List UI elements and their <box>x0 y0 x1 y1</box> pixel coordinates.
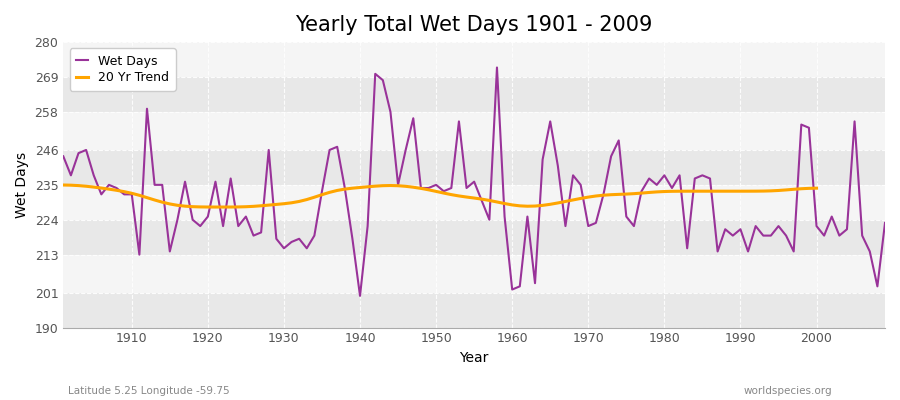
Wet Days <box>119 192 130 197</box>
20 Yr Trend <box>218 205 229 210</box>
20 Yr Trend <box>240 204 251 209</box>
20 Yr Trend <box>758 189 769 194</box>
20 Yr Trend <box>202 205 213 210</box>
Line: Wet Days: Wet Days <box>63 68 885 296</box>
Wet Days <box>879 220 890 225</box>
Bar <box>63 150 885 185</box>
20 Yr Trend <box>780 188 791 192</box>
Title: Yearly Total Wet Days 1901 - 2009: Yearly Total Wet Days 1901 - 2009 <box>295 15 652 35</box>
Legend: Wet Days, 20 Yr Trend: Wet Days, 20 Yr Trend <box>69 48 176 91</box>
Text: Latitude 5.25 Longitude -59.75: Latitude 5.25 Longitude -59.75 <box>68 386 230 396</box>
Y-axis label: Wet Days: Wet Days <box>15 152 29 218</box>
Text: worldspecies.org: worldspecies.org <box>744 386 832 396</box>
20 Yr Trend <box>58 183 68 188</box>
Bar <box>63 42 885 77</box>
Bar <box>63 293 885 328</box>
X-axis label: Year: Year <box>460 351 489 365</box>
Wet Days <box>332 144 343 149</box>
Bar <box>63 112 885 150</box>
Bar <box>63 185 885 220</box>
Wet Days <box>515 284 526 289</box>
Bar <box>63 77 885 112</box>
20 Yr Trend <box>811 186 822 190</box>
Wet Days <box>613 138 624 143</box>
Line: 20 Yr Trend: 20 Yr Trend <box>63 185 816 207</box>
Wet Days <box>491 65 502 70</box>
Bar <box>63 220 885 255</box>
Wet Days <box>286 240 297 244</box>
20 Yr Trend <box>454 194 464 198</box>
Wet Days <box>522 214 533 219</box>
Wet Days <box>355 294 365 298</box>
Bar <box>63 255 885 293</box>
20 Yr Trend <box>515 204 526 208</box>
Wet Days <box>58 154 68 159</box>
